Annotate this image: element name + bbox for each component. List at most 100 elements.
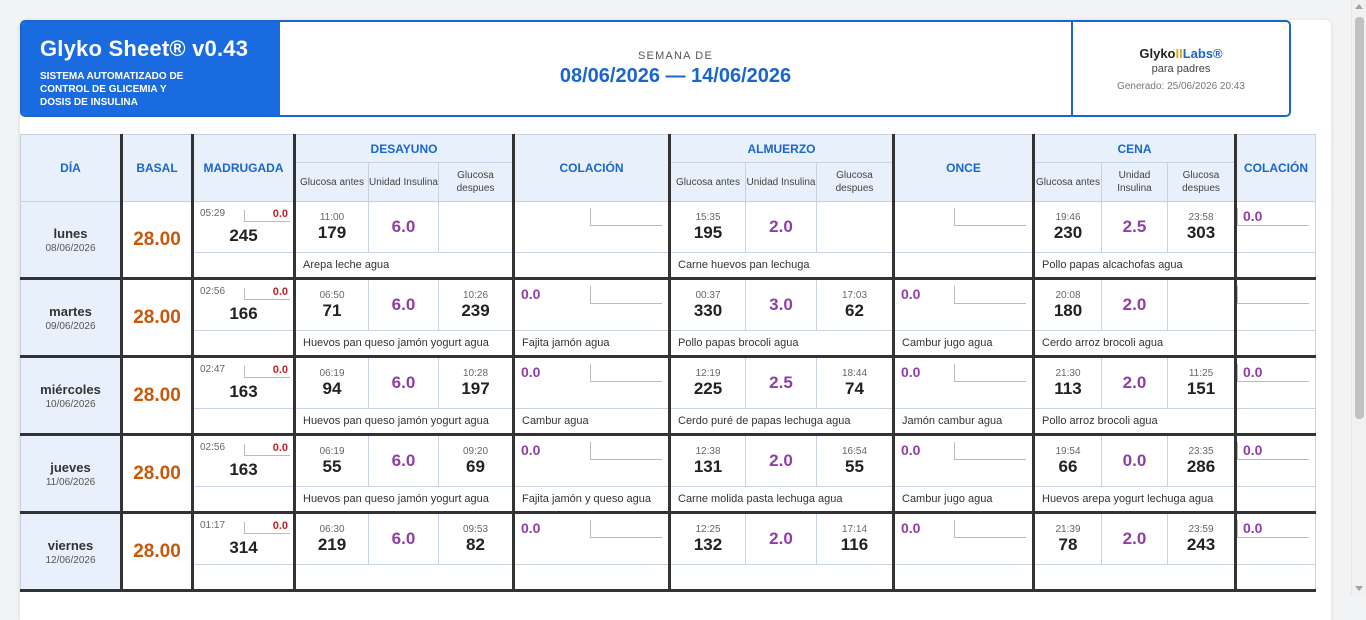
cena-insulina-cell[interactable]: 0.0 — [1101, 434, 1168, 487]
desayuno-food[interactable]: Arepa leche agua — [293, 252, 514, 280]
colacion-2-food[interactable] — [1234, 564, 1316, 592]
once-food[interactable]: Jamón cambur agua — [892, 408, 1034, 436]
cena-insulina-cell[interactable]: 2.0 — [1101, 512, 1168, 565]
colacion-2-cell[interactable]: 0.0 — [1234, 434, 1316, 487]
colacion-food[interactable]: Fajita jamón y queso agua — [512, 486, 670, 514]
des-glucosa-antes-cell[interactable]: 06:30 219 — [293, 512, 369, 565]
cena-glucosa-antes-cell[interactable]: 21:39 78 — [1032, 512, 1102, 565]
alm-glucosa-antes-cell[interactable]: 00:37 330 — [668, 278, 746, 331]
once-cell[interactable]: 0.0 — [892, 512, 1034, 565]
madrugada-cell[interactable]: 05:29 0.0 245 — [191, 201, 295, 253]
cena-food[interactable]: Huevos arepa yogurt lechuga agua — [1032, 486, 1236, 514]
madrugada-food-cell[interactable] — [191, 252, 295, 280]
colacion-2-cell[interactable]: 0.0 — [1234, 201, 1316, 253]
des-insulina-cell[interactable]: 6.0 — [368, 201, 439, 253]
des-glucosa-despues-cell[interactable]: 10:26 239 — [438, 278, 514, 331]
des-glucosa-despues-cell[interactable]: 09:20 69 — [438, 434, 514, 487]
colacion-food[interactable] — [512, 252, 670, 280]
alm-glucosa-despues-cell[interactable]: 18:44 74 — [816, 356, 894, 409]
basal-cell[interactable]: 28.00 — [120, 278, 193, 358]
desayuno-food[interactable]: Huevos pan queso jamón yogurt agua — [293, 330, 514, 358]
madrugada-food-cell[interactable] — [191, 408, 295, 436]
scroll-up-icon[interactable] — [1355, 4, 1363, 9]
once-food[interactable] — [892, 564, 1034, 592]
des-glucosa-antes-cell[interactable]: 06:19 94 — [293, 356, 369, 409]
almuerzo-food[interactable]: Cerdo puré de papas lechuga agua — [668, 408, 894, 436]
once-food[interactable] — [892, 252, 1034, 280]
basal-cell[interactable]: 28.00 — [120, 434, 193, 514]
colacion-food[interactable]: Fajita jamón agua — [512, 330, 670, 358]
cena-insulina-cell[interactable]: 2.0 — [1101, 278, 1168, 331]
vertical-scrollbar[interactable] — [1351, 0, 1366, 595]
colacion-food[interactable] — [512, 564, 670, 592]
des-glucosa-despues-cell[interactable]: 09:53 82 — [438, 512, 514, 565]
colacion-cell[interactable]: 0.0 — [512, 356, 670, 409]
alm-glucosa-despues-cell[interactable]: 17:03 62 — [816, 278, 894, 331]
alm-insulina-cell[interactable]: 2.0 — [745, 512, 817, 565]
desayuno-food[interactable]: Huevos pan queso jamón yogurt agua — [293, 408, 514, 436]
cena-food[interactable] — [1032, 564, 1236, 592]
alm-glucosa-antes-cell[interactable]: 12:19 225 — [668, 356, 746, 409]
desayuno-food[interactable]: Huevos pan queso jamón yogurt agua — [293, 486, 514, 514]
almuerzo-food[interactable]: Carne molida pasta lechuga agua — [668, 486, 894, 514]
madrugada-cell[interactable]: 02:56 0.0 163 — [191, 434, 295, 487]
basal-cell[interactable]: 28.00 — [120, 201, 193, 280]
colacion-cell[interactable]: 0.0 — [512, 512, 670, 565]
cena-food[interactable]: Pollo papas alcachofas agua — [1032, 252, 1236, 280]
alm-insulina-cell[interactable]: 2.5 — [745, 356, 817, 409]
alm-insulina-cell[interactable]: 2.0 — [745, 434, 817, 487]
cena-glucosa-despues-cell[interactable]: 11:25 151 — [1167, 356, 1236, 409]
colacion-2-cell[interactable]: 0.0 — [1234, 356, 1316, 409]
colacion-2-cell[interactable]: 0.0 — [1234, 512, 1316, 565]
colacion-2-food[interactable] — [1234, 330, 1316, 358]
alm-glucosa-antes-cell[interactable]: 12:25 132 — [668, 512, 746, 565]
madrugada-food-cell[interactable] — [191, 564, 295, 592]
madrugada-food-cell[interactable] — [191, 330, 295, 358]
colacion-2-food[interactable] — [1234, 252, 1316, 280]
basal-cell[interactable]: 28.00 — [120, 512, 193, 592]
des-glucosa-antes-cell[interactable]: 06:50 71 — [293, 278, 369, 331]
scroll-down-icon[interactable] — [1355, 586, 1363, 591]
cena-glucosa-despues-cell[interactable] — [1167, 278, 1236, 331]
cena-glucosa-antes-cell[interactable]: 20:08 180 — [1032, 278, 1102, 331]
almuerzo-food[interactable] — [668, 564, 894, 592]
cena-glucosa-antes-cell[interactable]: 19:46 230 — [1032, 201, 1102, 253]
colacion-food[interactable]: Cambur agua — [512, 408, 670, 436]
once-cell[interactable]: 0.0 — [892, 278, 1034, 331]
des-insulina-cell[interactable]: 6.0 — [368, 434, 439, 487]
des-glucosa-despues-cell[interactable]: 10:28 197 — [438, 356, 514, 409]
cena-insulina-cell[interactable]: 2.0 — [1101, 356, 1168, 409]
alm-insulina-cell[interactable]: 2.0 — [745, 201, 817, 253]
once-cell[interactable]: 0.0 — [892, 356, 1034, 409]
colacion-cell[interactable]: 0.0 — [512, 278, 670, 331]
des-glucosa-antes-cell[interactable]: 11:00 179 — [293, 201, 369, 253]
madrugada-cell[interactable]: 02:56 0.0 166 — [191, 278, 295, 331]
once-food[interactable]: Cambur jugo agua — [892, 486, 1034, 514]
cena-glucosa-despues-cell[interactable]: 23:58 303 — [1167, 201, 1236, 253]
des-insulina-cell[interactable]: 6.0 — [368, 356, 439, 409]
alm-glucosa-antes-cell[interactable]: 12:38 131 — [668, 434, 746, 487]
colacion-2-cell[interactable] — [1234, 278, 1316, 331]
colacion-2-food[interactable] — [1234, 408, 1316, 436]
cena-glucosa-antes-cell[interactable]: 19:54 66 — [1032, 434, 1102, 487]
once-cell[interactable]: 0.0 — [892, 434, 1034, 487]
alm-glucosa-despues-cell[interactable] — [816, 201, 894, 253]
colacion-cell[interactable]: 0.0 — [512, 434, 670, 487]
colacion-cell[interactable] — [512, 201, 670, 253]
alm-glucosa-despues-cell[interactable]: 17:14 116 — [816, 512, 894, 565]
des-glucosa-despues-cell[interactable] — [438, 201, 514, 253]
des-glucosa-antes-cell[interactable]: 06:19 55 — [293, 434, 369, 487]
cena-glucosa-despues-cell[interactable]: 23:59 243 — [1167, 512, 1236, 565]
alm-insulina-cell[interactable]: 3.0 — [745, 278, 817, 331]
cena-insulina-cell[interactable]: 2.5 — [1101, 201, 1168, 253]
madrugada-food-cell[interactable] — [191, 486, 295, 514]
once-cell[interactable] — [892, 201, 1034, 253]
des-insulina-cell[interactable]: 6.0 — [368, 512, 439, 565]
colacion-2-food[interactable] — [1234, 486, 1316, 514]
cena-glucosa-despues-cell[interactable]: 23:35 286 — [1167, 434, 1236, 487]
alm-glucosa-despues-cell[interactable]: 16:54 55 — [816, 434, 894, 487]
desayuno-food[interactable] — [293, 564, 514, 592]
cena-food[interactable]: Cerdo arroz brocoli agua — [1032, 330, 1236, 358]
cena-food[interactable]: Pollo arroz brocoli agua — [1032, 408, 1236, 436]
almuerzo-food[interactable]: Pollo papas brocoli agua — [668, 330, 894, 358]
